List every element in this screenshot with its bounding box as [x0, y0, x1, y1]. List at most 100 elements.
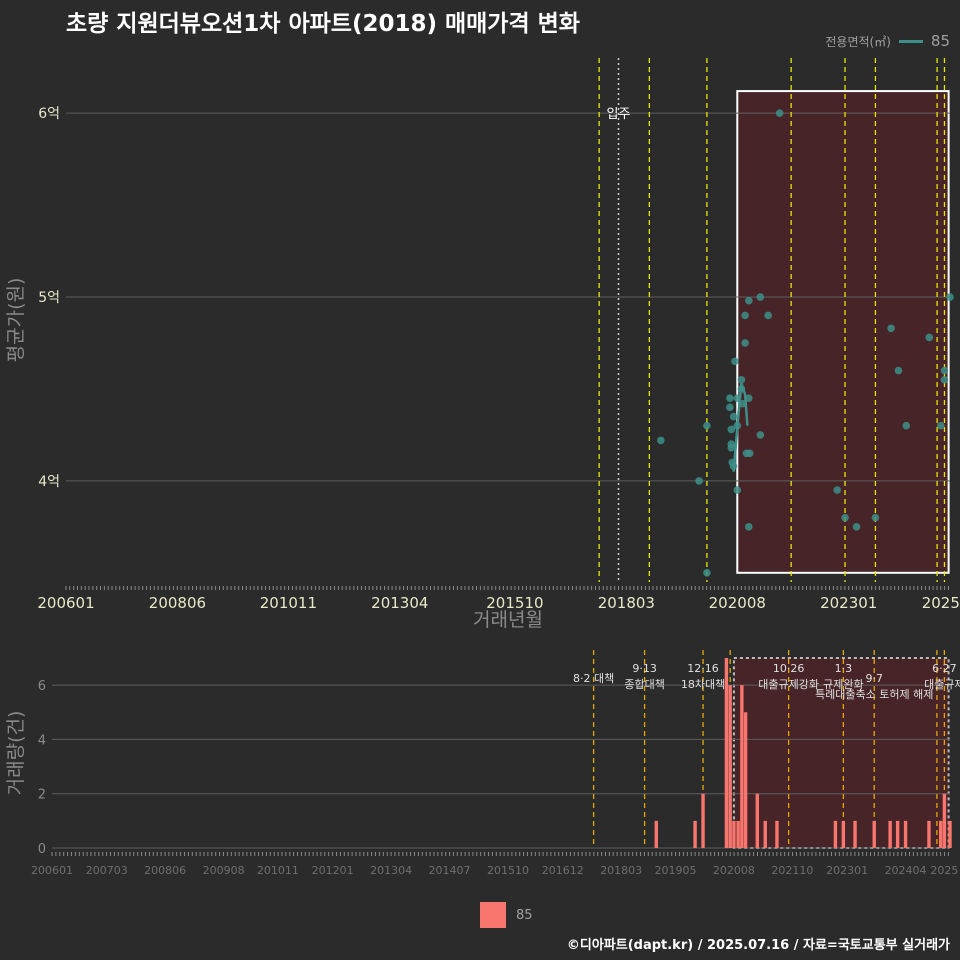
price-point — [741, 311, 749, 320]
volume-bar — [888, 820, 892, 848]
policy-label: 대출규제강화 — [758, 678, 819, 691]
price-point — [737, 375, 746, 384]
price-x-tick-label: 200601 — [37, 594, 94, 612]
price-x-tick-label: 201011 — [260, 594, 317, 612]
price-point — [764, 311, 772, 320]
price-point — [729, 412, 738, 421]
price-point — [733, 394, 742, 402]
volume-x-tick-label: 202110 — [771, 864, 813, 877]
bar-legend-swatch — [480, 902, 506, 928]
volume-x-minor-ticks — [51, 852, 949, 856]
volume-y-tick-label: 4 — [38, 733, 46, 748]
price-point — [852, 523, 861, 531]
price-x-tick-label: 200806 — [149, 594, 206, 612]
price-point — [657, 436, 665, 445]
price-point — [756, 431, 765, 439]
price-point — [744, 523, 753, 531]
volume-bar — [895, 820, 900, 848]
volume-x-tick-label: 202404 — [885, 864, 927, 877]
price-x-tick-label: 202301 — [820, 594, 877, 612]
price-point — [887, 324, 895, 333]
price-point — [744, 296, 753, 305]
volume-bar — [743, 712, 748, 848]
price-x-tick-label: 201510 — [486, 594, 543, 612]
volume-x-tick-label: 201407 — [429, 864, 471, 877]
price-point — [703, 421, 711, 430]
legend-series-name: 85 — [930, 32, 950, 50]
price-point — [731, 357, 739, 366]
bar-legend: 85 — [480, 902, 533, 928]
volume-bar — [775, 820, 779, 848]
price-point — [871, 513, 880, 522]
price-point — [726, 403, 734, 412]
legend-label: 전용면적(㎡) — [825, 34, 891, 49]
volume-y-tick-label: 2 — [38, 788, 46, 803]
price-point — [729, 462, 738, 470]
volume-bar — [763, 820, 767, 848]
volume-highlight-region — [732, 657, 950, 849]
price-x-tick-label: 2025 — [922, 594, 960, 612]
volume-bar — [732, 820, 736, 848]
volume-x-tick-label: 201011 — [257, 864, 299, 877]
volume-x-tick-label: 201905 — [654, 864, 696, 877]
volume-bar — [853, 820, 857, 848]
policy-label: 18차대책 — [681, 678, 725, 691]
policy-label: 규제완화 — [823, 678, 863, 691]
price-point — [744, 394, 753, 402]
volume-x-tick-label: 200908 — [203, 864, 245, 877]
volume-x-tick-label: 200601 — [31, 864, 73, 877]
volume-bar — [736, 820, 740, 848]
volume-bar — [938, 820, 943, 848]
price-point — [726, 394, 734, 402]
policy-label: 대출규제 — [924, 678, 960, 691]
policy-label: 8·2 대책 — [573, 672, 614, 685]
price-point — [841, 513, 849, 522]
price-point — [775, 109, 784, 117]
chart-title: 초량 지원더뷰오션1차 아파트(2018) 매매가격 변화 — [66, 11, 580, 37]
volume-bar — [948, 820, 952, 848]
price-point — [703, 569, 711, 577]
volume-bar — [872, 820, 876, 848]
policy-label: 6·27 — [932, 662, 957, 675]
policy-label: 특례대출축소 토허제 해제 — [815, 687, 933, 701]
price-point — [727, 443, 736, 452]
price-y-tick-label: 4억 — [38, 474, 60, 490]
bar-legend-label: 85 — [516, 907, 533, 923]
volume-x-tick-label: 201612 — [542, 864, 584, 877]
price-point — [741, 339, 749, 347]
volume-bar — [724, 658, 729, 848]
price-point — [739, 399, 747, 408]
policy-label: 10·26 — [773, 662, 805, 675]
price-point — [902, 421, 911, 430]
volume-y-tick-label: 6 — [38, 679, 46, 694]
price-x-tick-label: 202008 — [709, 594, 766, 612]
price-point — [833, 486, 841, 494]
price-y-tick-label: 6억 — [38, 106, 60, 122]
price-point — [695, 477, 703, 485]
volume-x-tick-label: 201510 — [487, 864, 529, 877]
volume-bar — [841, 820, 846, 848]
volume-x-tick-label: 200806 — [144, 864, 186, 877]
policy-label: 9·13 — [632, 662, 657, 675]
volume-bar — [728, 685, 732, 848]
policy-label: 종합대책 — [624, 678, 664, 691]
volume-bar — [693, 820, 697, 848]
volume-bar — [701, 793, 705, 848]
price-point — [936, 421, 945, 430]
volume-bar — [654, 820, 658, 848]
legend-line-icon — [898, 39, 923, 43]
price-point — [745, 449, 754, 458]
price-highlight-region — [736, 90, 950, 574]
price-point — [940, 366, 949, 375]
move-in-label: 입주 — [607, 107, 631, 122]
volume-y-tick-label: 0 — [38, 842, 46, 857]
volume-x-tick-label: 202301 — [826, 864, 868, 877]
price-point — [946, 293, 954, 301]
policy-label: 9·7 — [865, 672, 883, 685]
price-point — [733, 421, 742, 430]
price-point — [727, 425, 736, 434]
volume-bar — [833, 820, 838, 848]
volume-bar — [903, 820, 908, 848]
price-point — [737, 385, 746, 393]
